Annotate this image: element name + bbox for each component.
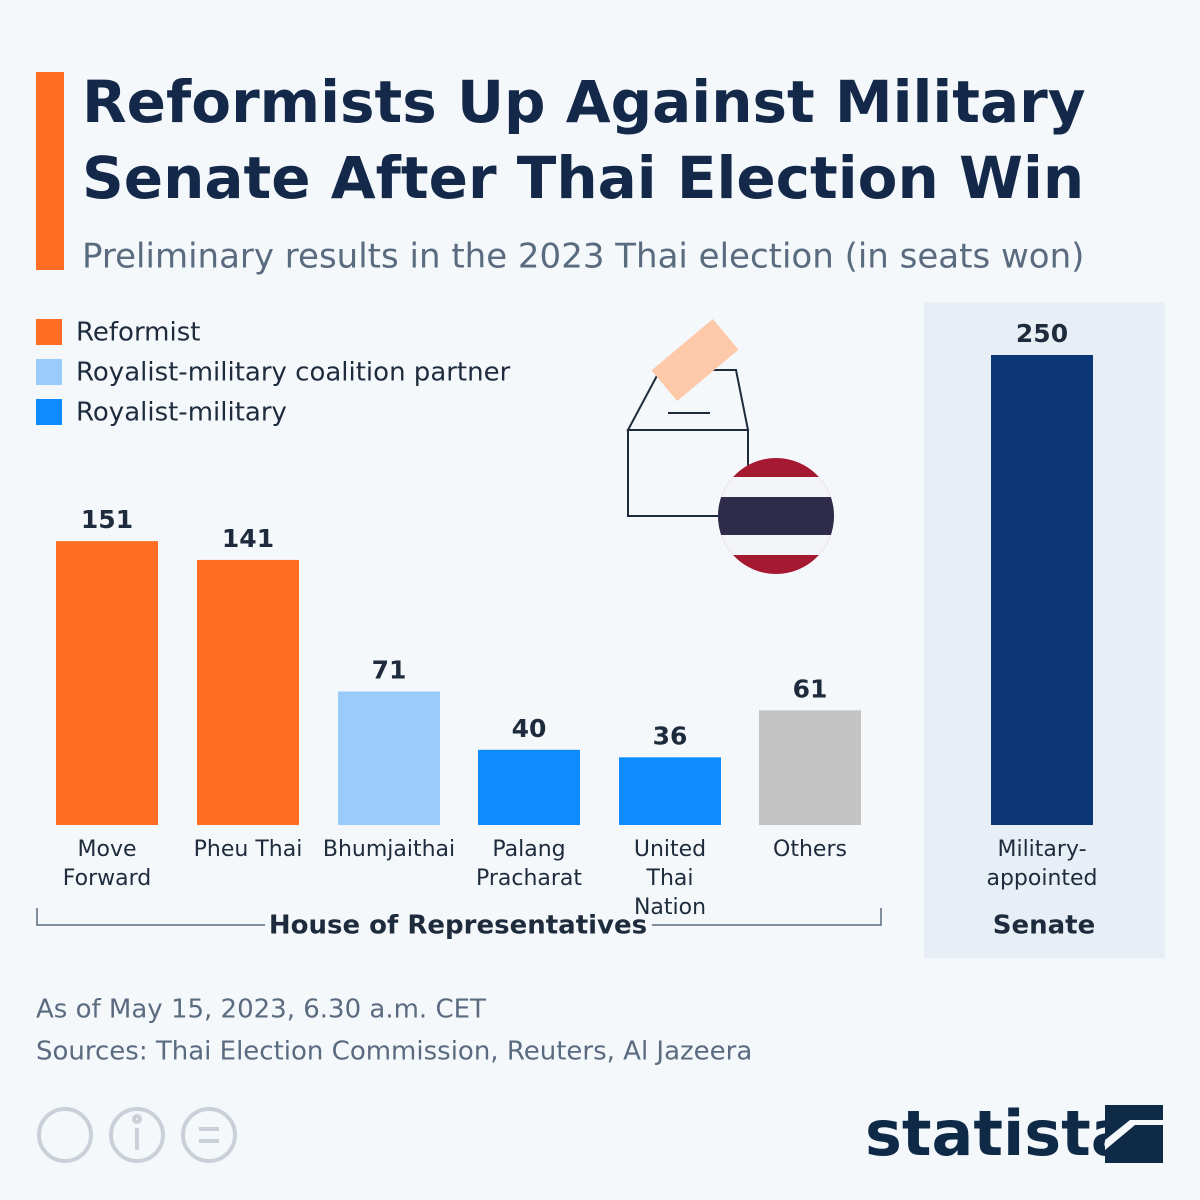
bar xyxy=(197,559,299,825)
legend-label: Royalist-military coalition partner xyxy=(76,358,511,388)
value-label: 40 xyxy=(512,714,547,743)
category-text: Bhumjaithai xyxy=(322,837,456,862)
chart-title: Reformists Up Against Military Senate Aft… xyxy=(82,68,1086,212)
value-label: 71 xyxy=(372,656,407,685)
group-label: House of Representatives xyxy=(269,911,647,941)
category-text: Pheu Thai xyxy=(193,837,303,862)
bar xyxy=(759,710,861,825)
x-tick-label: Move Forward xyxy=(44,835,170,893)
group-label: Senate xyxy=(993,911,1095,941)
x-tick-label: Palang Pracharat xyxy=(466,835,592,893)
legend-label: Royalist-military xyxy=(76,398,287,428)
bar xyxy=(338,691,440,825)
legend-swatch xyxy=(36,359,62,385)
x-tick-label: United Thai Nation xyxy=(607,835,733,922)
bar xyxy=(478,749,580,825)
value-label: 61 xyxy=(793,674,828,703)
chart-subtitle: Preliminary results in the 2023 Thai ele… xyxy=(82,237,1084,277)
legend-swatch xyxy=(36,399,62,425)
bar xyxy=(991,355,1093,825)
value-label: 141 xyxy=(222,524,274,553)
value-label: 250 xyxy=(1016,319,1068,348)
x-tick-label: Military-appointed xyxy=(979,835,1105,893)
note: As of May 15, 2023, 6.30 a.m. CET xyxy=(36,995,486,1025)
group-bracket xyxy=(36,908,882,926)
category-text: Palang Pracharat xyxy=(475,837,583,891)
category-text: Move Forward xyxy=(62,837,152,891)
legend-swatch xyxy=(36,319,62,345)
x-tick-label: Pheu Thai xyxy=(185,835,311,864)
license-icons xyxy=(37,1107,237,1163)
category-text: Others xyxy=(773,837,847,862)
value-label: 151 xyxy=(81,505,133,534)
bar xyxy=(619,757,721,825)
brand-logo xyxy=(1105,1105,1163,1163)
value-label: 36 xyxy=(653,721,688,750)
bar xyxy=(56,541,158,825)
brand: statista xyxy=(865,1097,1133,1170)
category-text: United Thai Nation xyxy=(633,837,707,920)
legend-label: Reformist xyxy=(76,318,200,348)
x-tick-label: Others xyxy=(747,835,873,864)
thai-flag xyxy=(718,458,834,574)
category-text: Military-appointed xyxy=(986,837,1098,891)
accent-bar xyxy=(36,72,64,270)
x-tick-label: Bhumjaithai xyxy=(322,835,456,864)
source: Sources: Thai Election Commission, Reute… xyxy=(36,1037,752,1067)
